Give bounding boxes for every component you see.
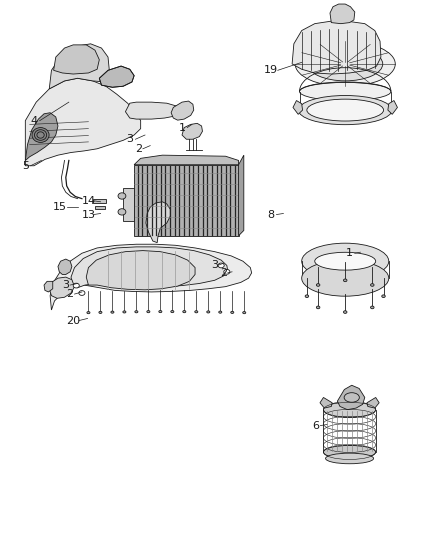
Polygon shape [44, 281, 53, 292]
Ellipse shape [99, 311, 102, 313]
Ellipse shape [300, 83, 391, 101]
Ellipse shape [323, 402, 376, 418]
Ellipse shape [382, 295, 385, 297]
Text: 19: 19 [264, 66, 278, 75]
Ellipse shape [316, 284, 320, 286]
Ellipse shape [343, 311, 347, 313]
Ellipse shape [183, 311, 186, 313]
Polygon shape [182, 123, 202, 139]
Text: 1: 1 [346, 248, 353, 259]
Polygon shape [125, 102, 184, 119]
Ellipse shape [302, 243, 389, 279]
Polygon shape [49, 277, 74, 298]
Polygon shape [53, 45, 99, 74]
Polygon shape [49, 44, 110, 89]
Ellipse shape [343, 279, 347, 281]
Ellipse shape [231, 311, 234, 313]
Text: 2: 2 [220, 268, 227, 278]
Ellipse shape [323, 446, 376, 459]
Text: 6: 6 [312, 421, 319, 431]
Ellipse shape [371, 284, 374, 286]
Polygon shape [25, 78, 141, 166]
Ellipse shape [159, 311, 162, 313]
Polygon shape [95, 206, 105, 209]
Ellipse shape [37, 132, 44, 138]
Text: 14: 14 [81, 196, 95, 206]
Text: 13: 13 [81, 209, 95, 220]
Text: 2: 2 [67, 289, 74, 299]
Ellipse shape [147, 311, 150, 313]
Ellipse shape [325, 453, 374, 464]
Ellipse shape [224, 269, 230, 274]
Polygon shape [320, 398, 332, 408]
Text: 2: 2 [135, 144, 142, 154]
Polygon shape [367, 398, 379, 408]
Polygon shape [292, 21, 381, 74]
Text: 20: 20 [66, 316, 80, 326]
Ellipse shape [307, 99, 384, 121]
Polygon shape [146, 202, 170, 243]
Ellipse shape [298, 95, 392, 125]
Polygon shape [171, 101, 194, 120]
Polygon shape [330, 4, 355, 23]
Polygon shape [86, 251, 195, 290]
Polygon shape [123, 188, 134, 221]
Ellipse shape [315, 252, 376, 270]
Polygon shape [388, 101, 397, 114]
Text: 3: 3 [126, 134, 133, 144]
Ellipse shape [73, 283, 79, 288]
Ellipse shape [316, 306, 320, 309]
Ellipse shape [207, 311, 210, 313]
Text: 15: 15 [53, 202, 67, 212]
Polygon shape [58, 259, 72, 274]
Text: 3: 3 [62, 280, 69, 290]
Ellipse shape [371, 306, 374, 309]
Text: 4: 4 [31, 116, 38, 126]
Polygon shape [93, 199, 106, 203]
Text: 3: 3 [211, 260, 218, 270]
Ellipse shape [218, 263, 224, 268]
Ellipse shape [35, 130, 47, 140]
Polygon shape [25, 113, 58, 160]
Ellipse shape [195, 311, 198, 313]
Text: 5: 5 [22, 161, 29, 171]
Text: 8: 8 [268, 209, 275, 220]
Polygon shape [99, 66, 134, 87]
Ellipse shape [219, 311, 222, 313]
Polygon shape [239, 155, 244, 236]
Ellipse shape [123, 311, 126, 313]
Ellipse shape [344, 393, 359, 402]
Ellipse shape [79, 290, 85, 295]
Ellipse shape [302, 260, 389, 296]
Ellipse shape [135, 311, 138, 313]
Ellipse shape [305, 295, 309, 297]
Text: 1: 1 [179, 123, 186, 133]
Polygon shape [293, 101, 303, 114]
Polygon shape [337, 385, 365, 410]
Ellipse shape [307, 47, 383, 81]
Polygon shape [71, 247, 228, 288]
Ellipse shape [111, 311, 114, 313]
Polygon shape [50, 244, 252, 310]
Ellipse shape [243, 312, 246, 314]
Polygon shape [134, 155, 239, 165]
Ellipse shape [87, 312, 90, 314]
Ellipse shape [32, 127, 49, 142]
Ellipse shape [118, 209, 126, 215]
Ellipse shape [295, 42, 395, 86]
Ellipse shape [118, 193, 126, 199]
Ellipse shape [171, 311, 174, 313]
Polygon shape [134, 165, 239, 236]
